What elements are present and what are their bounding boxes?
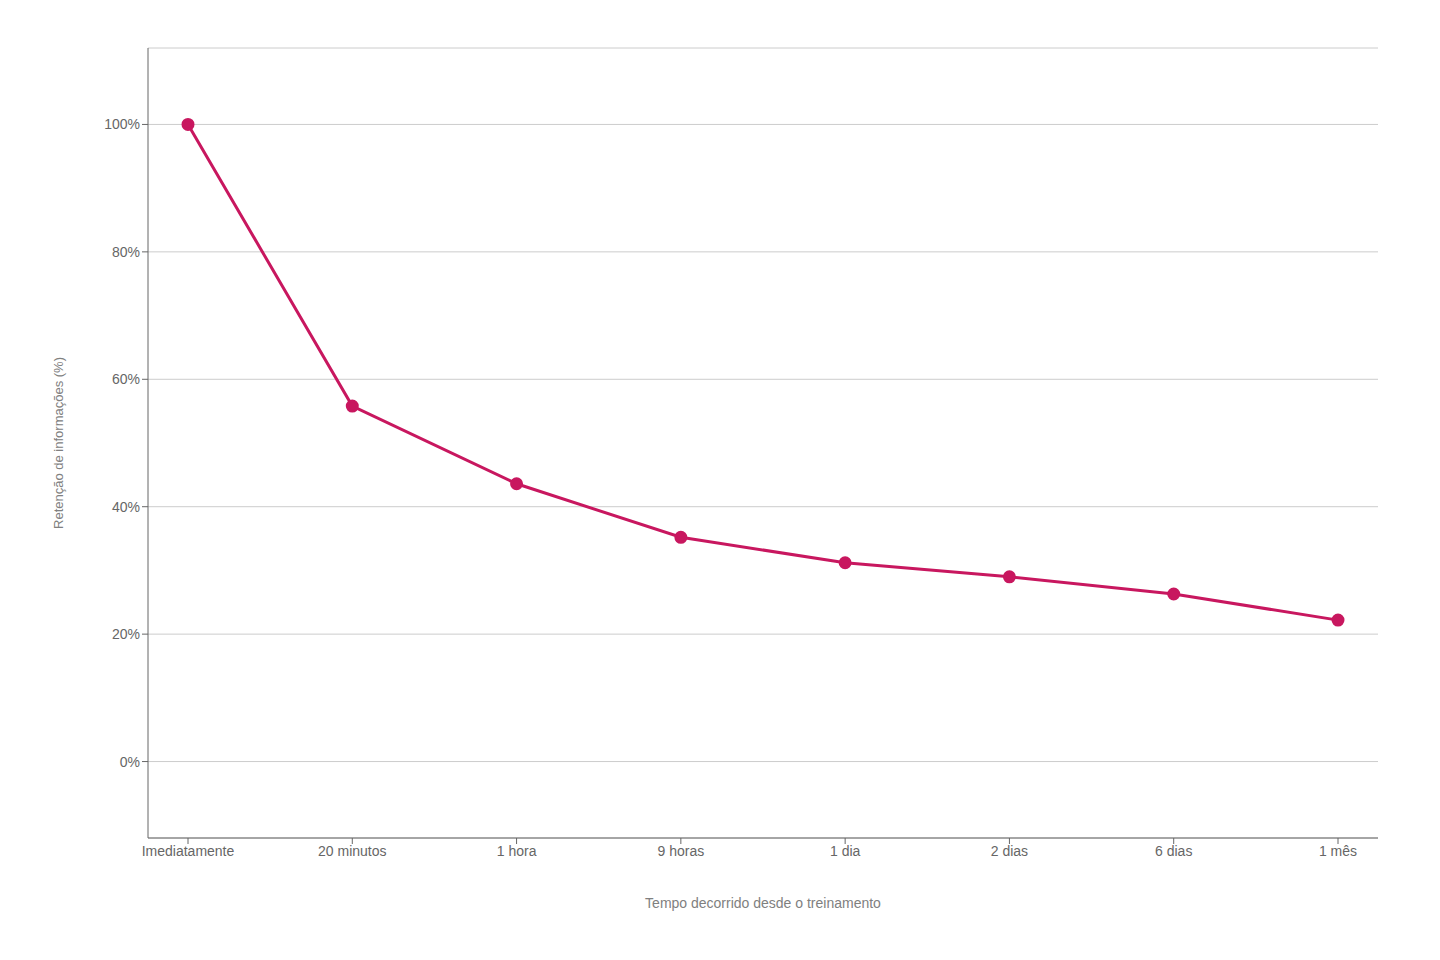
svg-text:0%: 0%	[120, 754, 140, 770]
svg-text:2 dias: 2 dias	[991, 843, 1028, 859]
svg-text:20%: 20%	[112, 626, 140, 642]
svg-text:20 minutos: 20 minutos	[318, 843, 386, 859]
svg-text:9 horas: 9 horas	[658, 843, 705, 859]
svg-text:80%: 80%	[112, 244, 140, 260]
svg-text:Tempo decorrido desde o treina: Tempo decorrido desde o treinamento	[645, 895, 881, 911]
svg-text:Retenção de informações (%): Retenção de informações (%)	[51, 357, 66, 529]
svg-text:1 hora: 1 hora	[497, 843, 537, 859]
svg-text:60%: 60%	[112, 371, 140, 387]
svg-text:Imediatamente: Imediatamente	[142, 843, 235, 859]
svg-text:100%: 100%	[104, 116, 140, 132]
svg-text:1 mês: 1 mês	[1319, 843, 1357, 859]
svg-text:6 dias: 6 dias	[1155, 843, 1192, 859]
svg-text:1 dia: 1 dia	[830, 843, 861, 859]
svg-text:40%: 40%	[112, 499, 140, 515]
